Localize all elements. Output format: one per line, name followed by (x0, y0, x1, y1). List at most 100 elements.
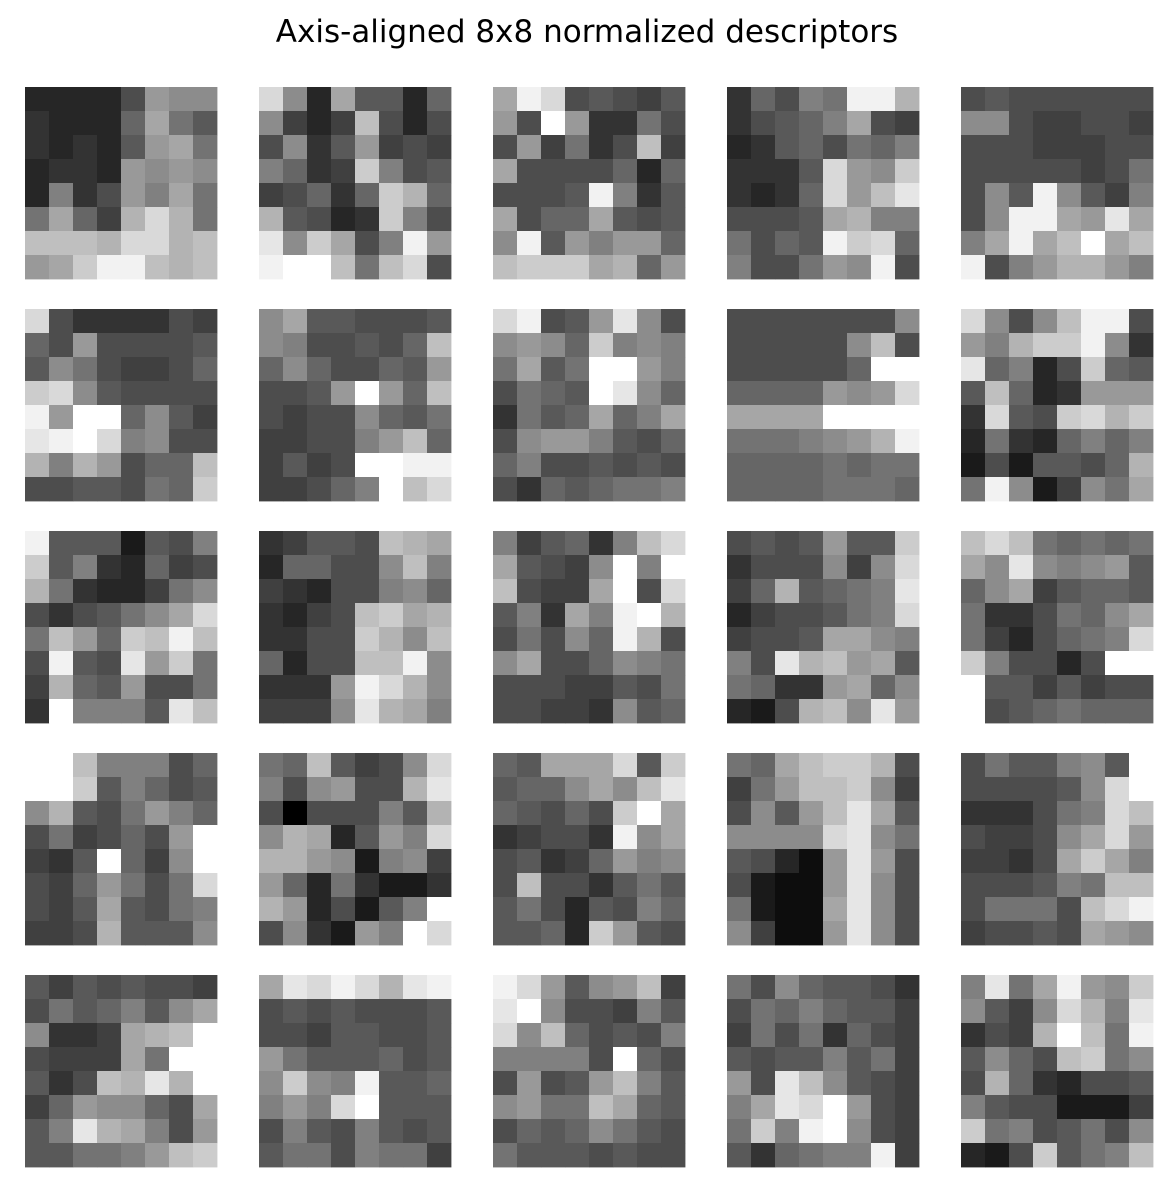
descriptor-cell (541, 453, 566, 478)
descriptor-cell (661, 579, 686, 604)
descriptor-cell (331, 897, 356, 922)
descriptor-cell (193, 801, 218, 826)
descriptor-cell (799, 849, 824, 874)
descriptor-cell (637, 579, 662, 604)
descriptor-cell (145, 627, 170, 652)
descriptor-cell (1057, 753, 1082, 778)
descriptor-cell (307, 381, 332, 406)
descriptor-cell (823, 651, 848, 676)
descriptor-cell (541, 555, 566, 580)
descriptor-cell (97, 777, 122, 802)
descriptor-cell (1129, 333, 1154, 358)
descriptor-cell (895, 675, 920, 700)
descriptor-cell (145, 183, 170, 208)
descriptor-cell (1057, 381, 1082, 406)
descriptor-cell (961, 999, 986, 1024)
descriptor-cell (145, 207, 170, 232)
descriptor-cell (379, 651, 404, 676)
descriptor-cell (985, 183, 1010, 208)
descriptor-cell (25, 333, 50, 358)
descriptor-cell (331, 873, 356, 898)
descriptor-cell (145, 975, 170, 1000)
descriptor-cell (847, 453, 872, 478)
descriptor-cell (1057, 477, 1082, 502)
descriptor-cell (895, 921, 920, 946)
descriptor-cell (259, 531, 284, 556)
descriptor-cell (307, 1119, 332, 1144)
descriptor-cell (895, 1071, 920, 1096)
descriptor-cell (823, 873, 848, 898)
descriptor-cell (121, 555, 146, 580)
descriptor-cell (847, 405, 872, 430)
descriptor-cell (145, 159, 170, 184)
descriptor-cell (823, 675, 848, 700)
descriptor-cell (145, 699, 170, 724)
descriptor-cell (25, 159, 50, 184)
descriptor-cell (589, 651, 614, 676)
descriptor-cell (799, 579, 824, 604)
descriptor-cell (145, 477, 170, 502)
descriptor-cell (847, 309, 872, 334)
descriptor-cell (283, 357, 308, 382)
descriptor-cell (751, 255, 776, 280)
descriptor-cell (121, 87, 146, 112)
descriptor-cell (1009, 555, 1034, 580)
descriptor-cell (961, 651, 986, 676)
descriptor-cell (661, 825, 686, 850)
descriptor-cell (427, 1119, 452, 1144)
descriptor-cell (283, 159, 308, 184)
descriptor-cell (25, 477, 50, 502)
descriptor-cell (613, 183, 638, 208)
descriptor-cell (1105, 1095, 1130, 1120)
descriptor-cell (727, 1143, 752, 1168)
descriptor-cell (589, 555, 614, 580)
descriptor-cell (25, 999, 50, 1024)
descriptor-cell (403, 135, 428, 160)
descriptor-cell (307, 183, 332, 208)
descriptor-cell (25, 1023, 50, 1048)
descriptor-cell (73, 135, 98, 160)
descriptor-cell (517, 429, 542, 454)
descriptor-cell (1033, 897, 1058, 922)
descriptor-cell (493, 603, 518, 628)
descriptor-cell (331, 603, 356, 628)
descriptor-cell (637, 651, 662, 676)
descriptor-cell (97, 651, 122, 676)
descriptor-cell (49, 207, 74, 232)
descriptor-cell (871, 873, 896, 898)
descriptor-cell (331, 357, 356, 382)
descriptor-cell (613, 603, 638, 628)
descriptor-cell (307, 777, 332, 802)
descriptor-cell (637, 897, 662, 922)
descriptor-cell (1057, 999, 1082, 1024)
descriptor-cell (1105, 159, 1130, 184)
descriptor-cell (565, 1095, 590, 1120)
descriptor-cell (379, 159, 404, 184)
descriptor-cell (355, 87, 380, 112)
descriptor-cell (799, 555, 824, 580)
descriptor-cell (145, 873, 170, 898)
descriptor-cell (775, 309, 800, 334)
descriptor-cell (1057, 231, 1082, 256)
descriptor-cell (1129, 999, 1154, 1024)
descriptor-cell (751, 849, 776, 874)
descriptor-cell (961, 897, 986, 922)
descriptor-cell (331, 231, 356, 256)
descriptor-cell (73, 897, 98, 922)
descriptor-cell (541, 429, 566, 454)
descriptor-cell (751, 405, 776, 430)
descriptor-cell (1129, 603, 1154, 628)
descriptor-cell (1129, 231, 1154, 256)
descriptor-cell (1129, 651, 1154, 676)
descriptor-cell (145, 579, 170, 604)
descriptor-cell (517, 603, 542, 628)
descriptor-cell (169, 849, 194, 874)
descriptor-cell (331, 135, 356, 160)
descriptor-cell (985, 1023, 1010, 1048)
descriptor-cell (427, 651, 452, 676)
descriptor-cell (73, 627, 98, 652)
descriptor-cell (25, 921, 50, 946)
descriptor-cell (727, 405, 752, 430)
descriptor-cell (775, 579, 800, 604)
descriptor-cell (895, 699, 920, 724)
